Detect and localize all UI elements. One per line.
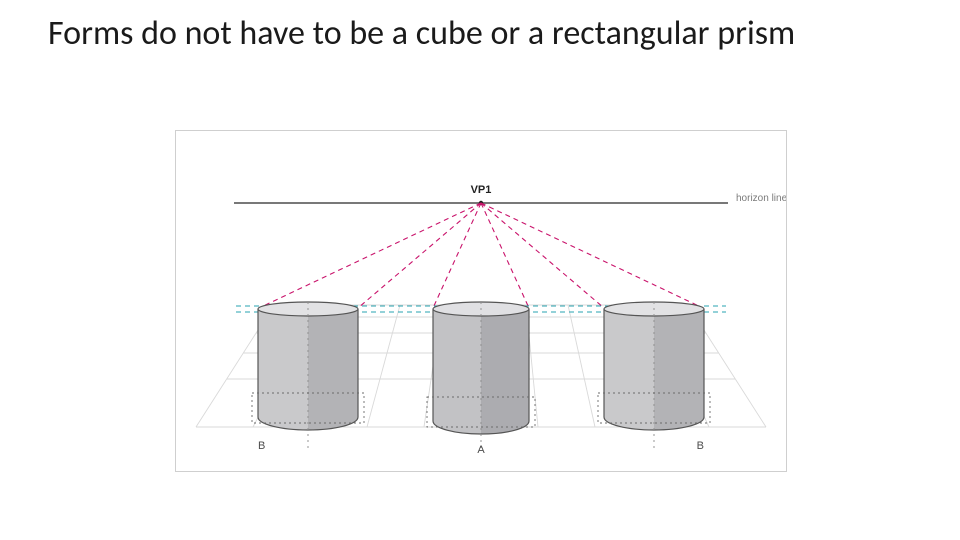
horizon-label: horizon line (736, 193, 786, 204)
cylinder-label: B (258, 440, 265, 452)
cylinder-a-1: A (427, 302, 535, 456)
perspective-rays (259, 203, 703, 308)
cylinder-label: B (697, 440, 704, 452)
perspective-figure: horizon line VP1 B A B (175, 130, 787, 472)
vp-label: VP1 (471, 184, 492, 196)
figure-svg: horizon line VP1 B A B (176, 131, 786, 471)
cylinder-b-0: B (252, 302, 364, 452)
cylinder-b-2: B (598, 302, 710, 452)
slide: Forms do not have to be a cube or a rect… (0, 0, 960, 540)
slide-title: Forms do not have to be a cube or a rect… (48, 14, 908, 54)
cylinder-label: A (477, 444, 485, 456)
